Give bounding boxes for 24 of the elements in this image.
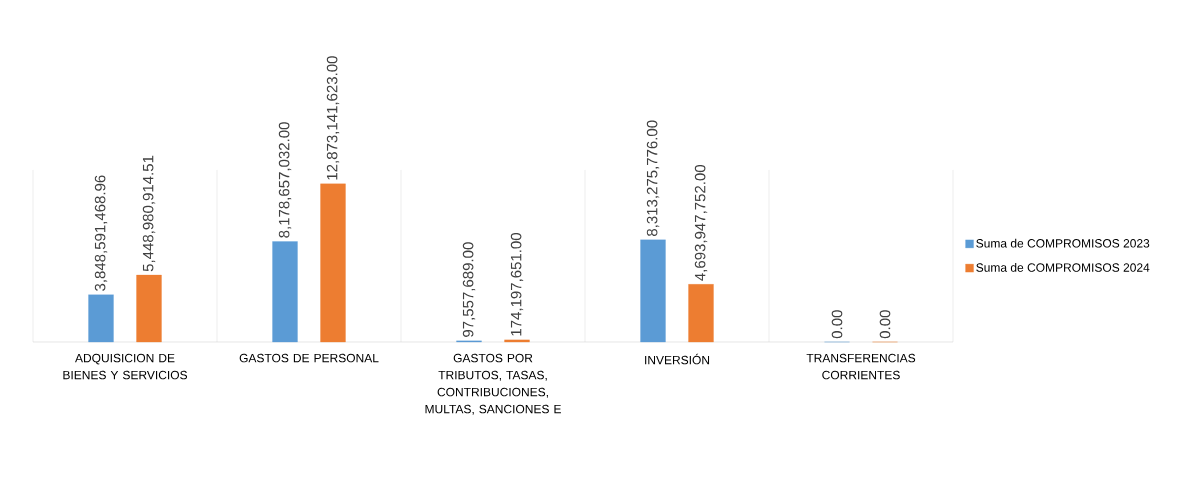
bar [688, 284, 714, 343]
bar [272, 241, 298, 343]
bar [504, 339, 530, 343]
data-label: 4,693,947,752.00 [694, 164, 708, 281]
data-label: 8,313,275,776.00 [646, 120, 660, 236]
bar [88, 294, 114, 343]
x-tick-label: INVERSIÓN [645, 353, 710, 365]
data-label: 0.00 [879, 310, 891, 339]
x-tick-label: TRANSFERENCIAS CORRIENTES [806, 353, 916, 380]
data-label: 5,448,980,914.51 [142, 155, 156, 272]
data-label: 8,178,657,032.00 [278, 122, 292, 238]
legend-label: Suma de COMPROMISOS 2024 [976, 263, 1150, 272]
x-tick-label: ADQUISICION DE BIENES Y SERVICIOS [63, 353, 188, 380]
x-tick-label: GASTOS POR TRIBUTOS, TASAS, CONTRIBUCIONES, MULTAS, SANCIONES E [425, 353, 561, 415]
data-label: 0.00 [831, 310, 843, 339]
legend-label: Suma de COMPROMISOS 2023 [976, 238, 1150, 248]
data-label: 12,873,141,623.00 [326, 56, 340, 180]
bar [136, 274, 162, 343]
x-tick-label: GASTOS DE PERSONAL [239, 353, 379, 363]
data-label: 174,197,651.00 [510, 233, 524, 336]
bar [320, 183, 346, 343]
data-label: 97,557,689.00 [462, 242, 476, 337]
data-label: 3,848,591,468.96 [94, 175, 108, 291]
bar [640, 239, 666, 343]
